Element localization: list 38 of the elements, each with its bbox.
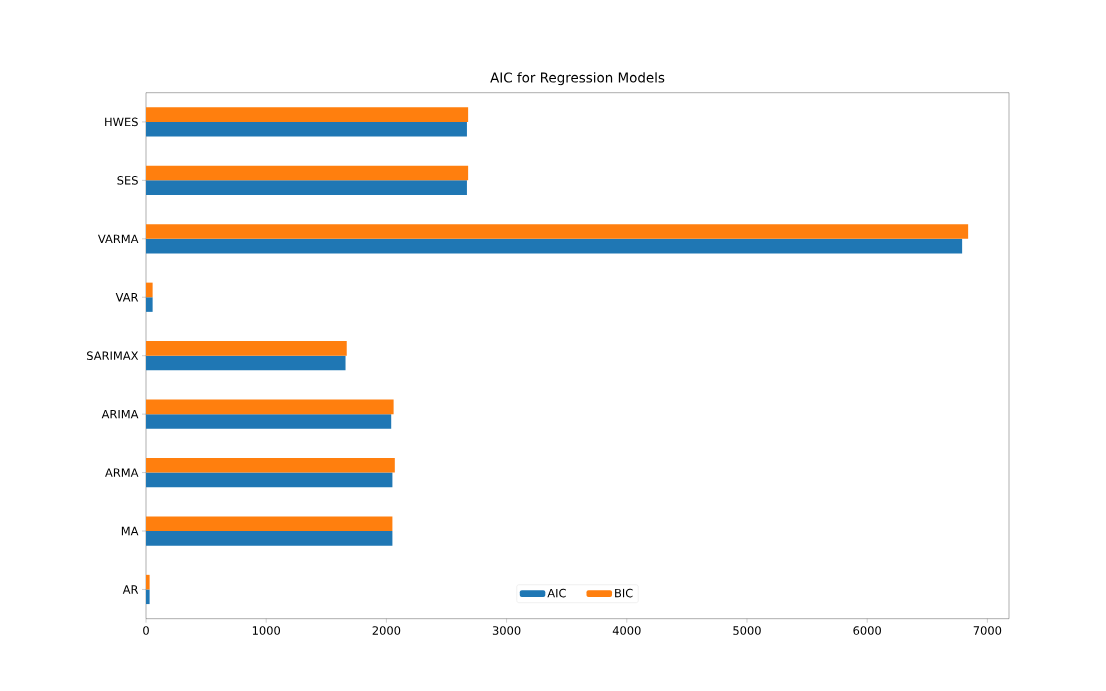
bar <box>146 224 969 239</box>
bar <box>146 238 963 254</box>
bar <box>146 107 469 122</box>
x-tick-label: 0 <box>143 626 149 635</box>
x-tick-label: 4000 <box>612 626 641 635</box>
x-tick-label: 2000 <box>372 626 401 635</box>
y-tick-label: MA <box>121 526 139 536</box>
y-tick-label: SARIMAX <box>87 351 139 361</box>
bar <box>146 414 392 429</box>
x-tick-label: 6000 <box>853 626 881 635</box>
bar <box>146 531 393 546</box>
bar <box>146 297 153 312</box>
y-tick-label: SES <box>117 176 138 185</box>
bar <box>146 516 393 532</box>
bar <box>146 574 150 590</box>
bar <box>146 355 346 371</box>
y-tick-label: ARMA <box>105 468 139 477</box>
bar <box>146 121 467 137</box>
x-tick-label: 7000 <box>973 626 1002 635</box>
y-tick-label: HWES <box>105 117 138 127</box>
x-tick-label: 3000 <box>492 626 521 635</box>
x-tick-label: 5000 <box>733 626 761 635</box>
bar <box>146 589 150 605</box>
y-tick-label: AR <box>122 585 139 594</box>
legend-label: AIC <box>547 588 566 598</box>
y-tick-label: VARMA <box>97 234 139 243</box>
bar <box>146 399 394 415</box>
bar <box>146 472 393 488</box>
bar <box>146 180 467 195</box>
y-tick-label: VAR <box>115 293 139 302</box>
bar <box>146 341 347 356</box>
bar <box>146 457 395 473</box>
bar <box>146 282 153 298</box>
x-tick-label: 1000 <box>252 626 281 635</box>
bar <box>146 165 469 181</box>
y-tick-label: ARIMA <box>101 409 139 419</box>
legend-label: BIC <box>615 588 633 598</box>
chart-title: AIC for Regression Models <box>490 72 665 86</box>
